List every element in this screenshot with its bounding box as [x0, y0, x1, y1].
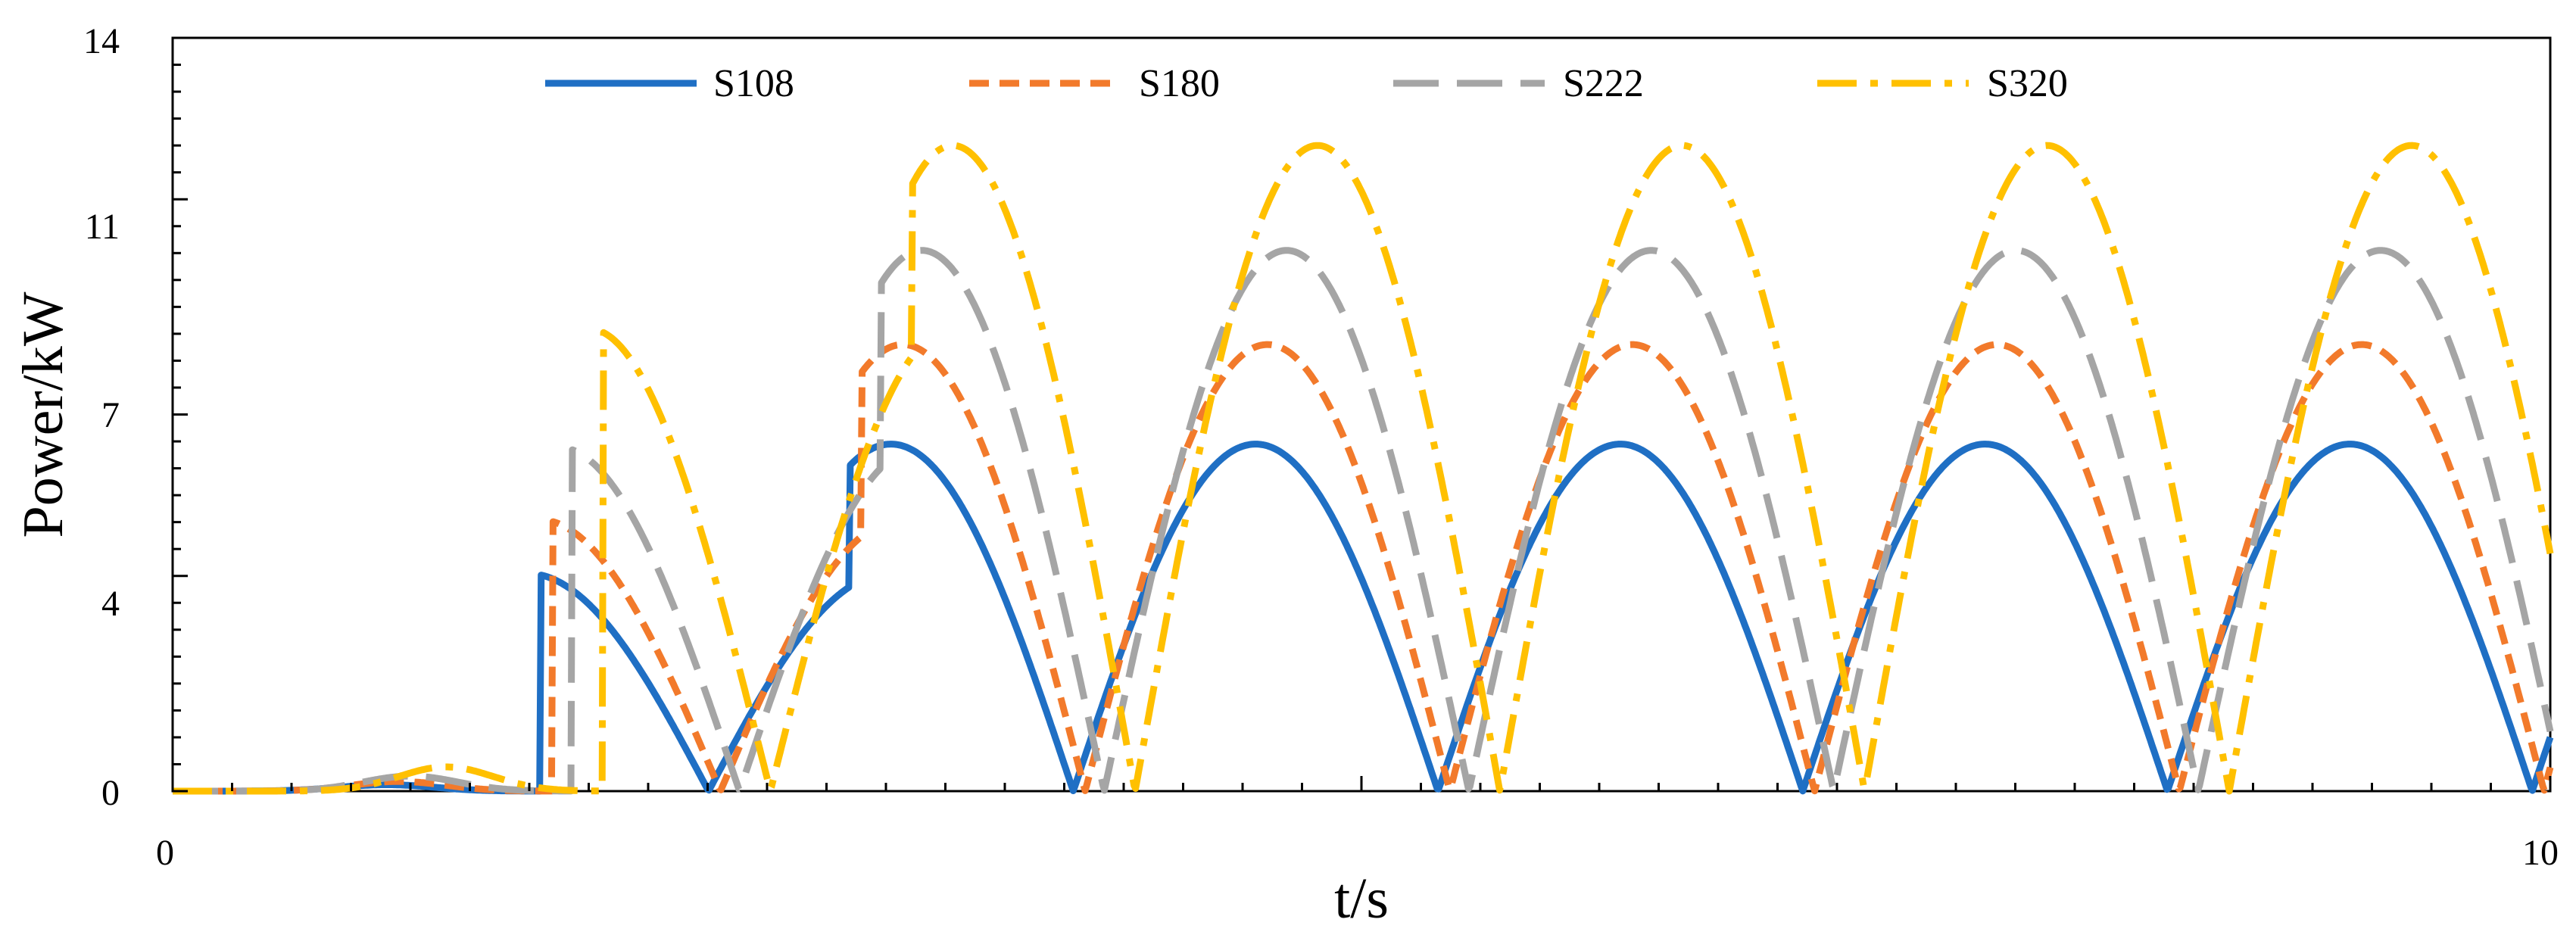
y-tick-label-14: 14	[83, 21, 120, 61]
y-tick-label-4: 4	[101, 584, 120, 624]
y-tick-label-7: 7	[101, 395, 120, 435]
y-tick-label-11: 11	[85, 207, 120, 247]
legend-label-s222: S222	[1563, 62, 1644, 105]
legend-label-s108: S108	[713, 62, 794, 105]
x-axis-title: t/s	[1334, 867, 1389, 930]
y-axis-title: Power/kW	[11, 291, 75, 538]
x-tick-label-0: 0	[156, 833, 174, 873]
axis-ticks	[171, 36, 2552, 793]
legend: S108 S180 S222 S320	[545, 62, 2068, 105]
plot-frame	[171, 36, 2552, 793]
legend-label-s320: S320	[1987, 62, 2068, 105]
y-tick-label-0: 0	[101, 773, 120, 813]
x-tick-label-10: 10	[2522, 833, 2559, 873]
legend-label-s180: S180	[1139, 62, 1220, 105]
series-line-s180	[170, 341, 2554, 795]
series-line-s108	[170, 441, 2554, 795]
series-layer	[170, 142, 2554, 795]
series-line-s320	[170, 142, 2554, 795]
